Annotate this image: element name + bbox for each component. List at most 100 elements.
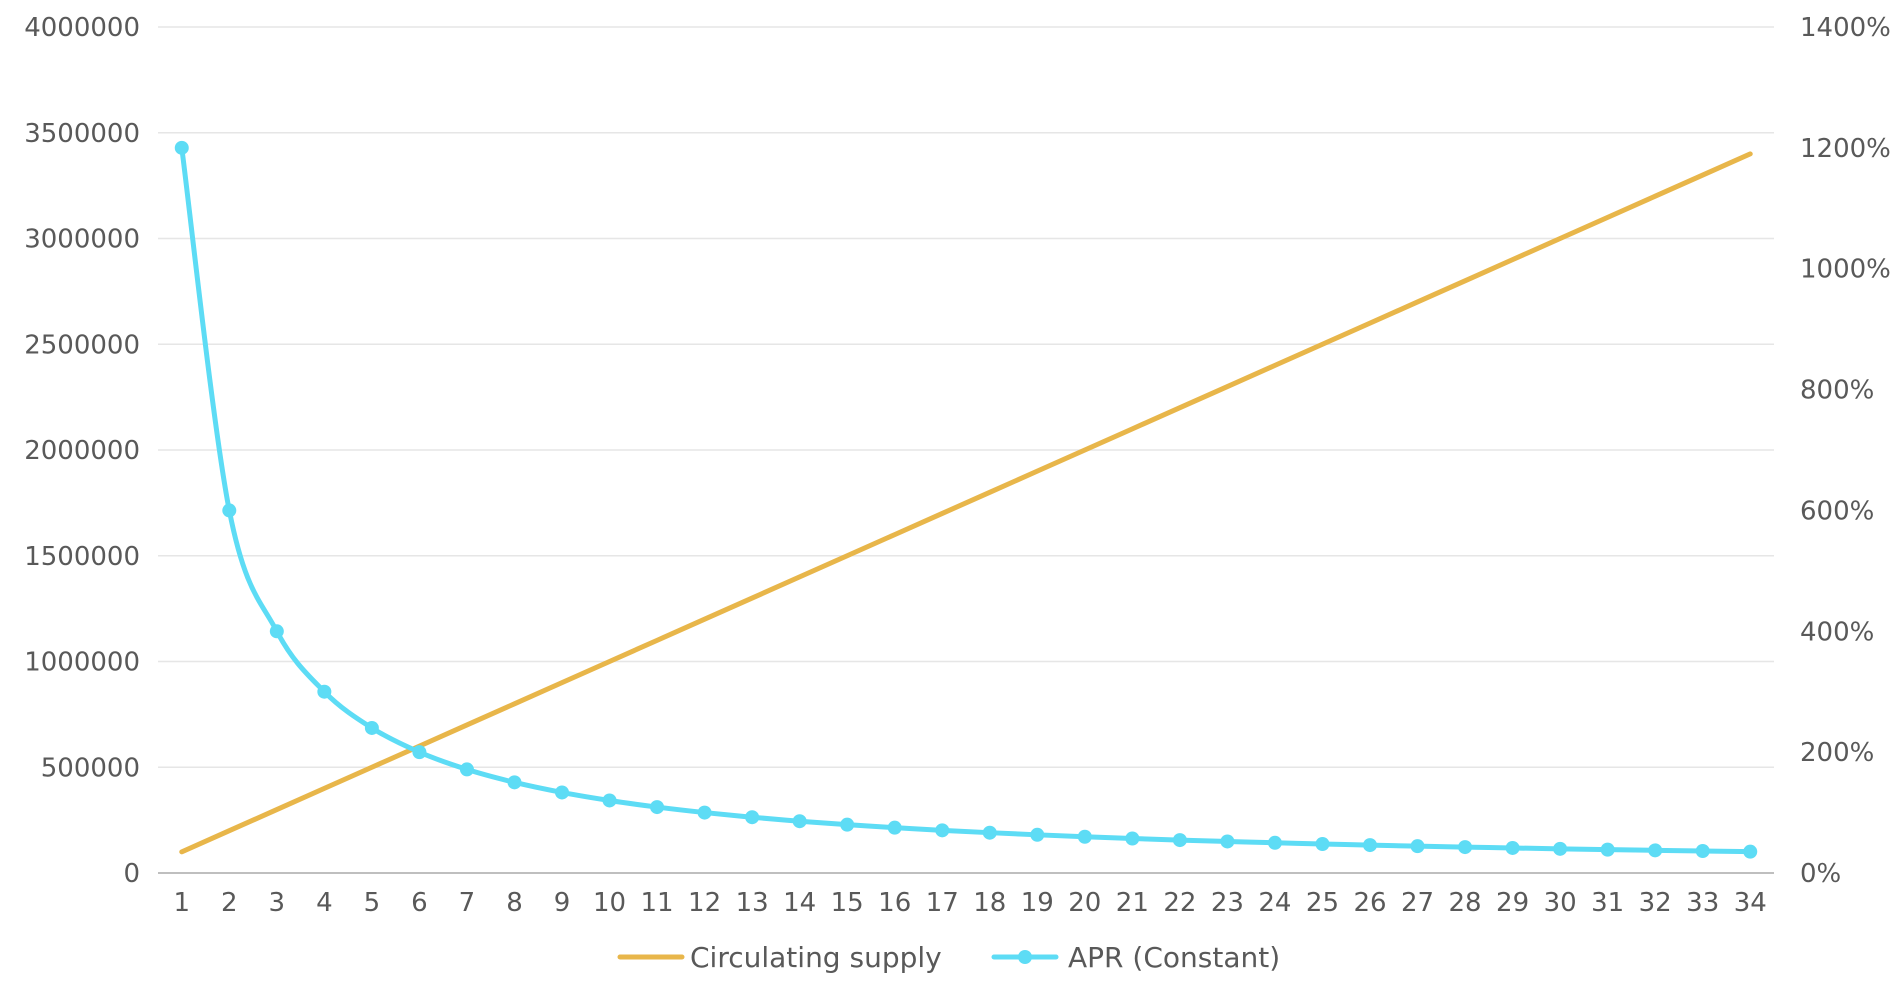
data-point (1695, 844, 1710, 859)
right-tick-label: 1400% (1800, 13, 1891, 43)
data-point (1743, 844, 1758, 859)
series-circulating-supply (179, 151, 1753, 855)
x-tick-label: 30 (1544, 888, 1577, 918)
x-tick-label: 1 (173, 888, 190, 918)
x-tick-label: 21 (1116, 888, 1149, 918)
data-point (222, 503, 237, 518)
x-tick-label: 18 (973, 888, 1006, 918)
x-tick-label: 4 (316, 888, 333, 918)
x-tick-label: 27 (1401, 888, 1434, 918)
x-tick-label: 28 (1449, 888, 1482, 918)
x-tick-label: 11 (641, 888, 674, 918)
x-tick-label: 29 (1496, 888, 1529, 918)
x-tick-label: 6 (411, 888, 428, 918)
data-point (1363, 838, 1377, 853)
x-tick-label: 15 (831, 888, 864, 918)
series-layer (174, 140, 1758, 859)
data-point (1077, 829, 1092, 844)
data-point (602, 793, 617, 808)
data-point (459, 762, 474, 777)
left-axis-ticks: 0 500000 1000000 1500000 2000000 2500000 30000… (24, 13, 140, 889)
data-point (1410, 839, 1425, 854)
right-tick-label: 600% (1800, 496, 1874, 526)
data-point (317, 684, 332, 699)
left-tick-label: 2500000 (24, 330, 140, 360)
x-tick-label: 31 (1591, 888, 1624, 918)
data-point (1315, 836, 1330, 851)
x-tick-label: 34 (1734, 888, 1767, 918)
x-tick-label: 13 (736, 888, 769, 918)
x-tick-label: 16 (878, 888, 911, 918)
x-tick-label: 32 (1639, 888, 1672, 918)
data-point (935, 823, 950, 838)
x-tick-label: 14 (783, 888, 816, 918)
x-tick-label: 20 (1068, 888, 1101, 918)
data-point (364, 720, 379, 735)
x-tick-label: 3 (269, 888, 286, 918)
right-tick-label: 1000% (1800, 255, 1891, 285)
data-point (174, 140, 189, 155)
x-tick-label: 9 (554, 888, 571, 918)
x-tick-label: 26 (1353, 888, 1386, 918)
legend-marker (1018, 950, 1032, 964)
x-tick-label: 23 (1211, 888, 1244, 918)
legend-item-apr-constant: APR (Constant) (991, 941, 1280, 974)
data-point (1553, 841, 1568, 856)
data-point (792, 814, 807, 829)
right-tick-label: 1200% (1800, 134, 1891, 164)
data-point (1505, 840, 1520, 855)
data-point (650, 800, 665, 815)
series-circulating-supply-line (179, 151, 1753, 855)
x-tick-label: 12 (688, 888, 721, 918)
data-point (840, 817, 855, 832)
left-tick-label: 0 (123, 859, 140, 889)
x-tick-label: 8 (506, 888, 523, 918)
left-tick-label: 1500000 (24, 542, 140, 572)
left-tick-label: 1000000 (24, 648, 140, 678)
legend-item-circulating-supply: Circulating supply (617, 941, 942, 974)
data-point (1267, 835, 1282, 850)
data-point (1172, 833, 1187, 848)
x-tick-label: 2 (221, 888, 238, 918)
data-point (887, 820, 902, 835)
right-axis-ticks: 0% 200% 400% 600% 800% 1000% 1200% 1400% (1800, 13, 1891, 889)
data-point (1220, 834, 1235, 849)
x-tick-label: 17 (926, 888, 959, 918)
data-point (1125, 831, 1140, 846)
data-point (982, 825, 997, 840)
left-tick-label: 500000 (41, 753, 140, 783)
x-tick-label: 33 (1686, 888, 1719, 918)
left-tick-label: 2000000 (24, 436, 140, 466)
x-tick-label: 7 (459, 888, 476, 918)
legend-label: APR (Constant) (1068, 941, 1280, 974)
right-tick-label: 0% (1800, 859, 1841, 889)
data-point (697, 805, 712, 820)
data-point (1648, 843, 1663, 858)
data-point (269, 624, 284, 639)
series-apr-constant (174, 140, 1758, 859)
right-tick-label: 200% (1800, 738, 1874, 768)
left-tick-label: 4000000 (24, 13, 140, 43)
data-point (1600, 842, 1615, 857)
legend-label: Circulating supply (690, 941, 942, 974)
left-tick-label: 3500000 (24, 119, 140, 149)
data-point (507, 775, 522, 790)
x-tick-label: 10 (593, 888, 626, 918)
x-tick-label: 24 (1258, 888, 1291, 918)
x-tick-label: 19 (1021, 888, 1054, 918)
data-point (555, 785, 569, 800)
right-tick-label: 400% (1800, 617, 1874, 647)
data-point (1458, 840, 1473, 855)
gridlines (158, 26, 1774, 768)
right-tick-label: 800% (1800, 376, 1874, 406)
x-axis-ticks: 1 2 3 4 5 6 7 8 9 10 11 12 13 14 15 16 17 18 19 20 21 22 23 24 2… (173, 888, 1766, 918)
x-tick-label: 5 (364, 888, 381, 918)
data-point (412, 745, 427, 760)
data-point (1030, 827, 1045, 842)
x-tick-label: 25 (1306, 888, 1339, 918)
x-tick-label: 22 (1163, 888, 1196, 918)
left-tick-label: 3000000 (24, 225, 140, 255)
legend: Circulating supply APR (Constant) (617, 941, 1280, 974)
data-point (745, 810, 760, 825)
